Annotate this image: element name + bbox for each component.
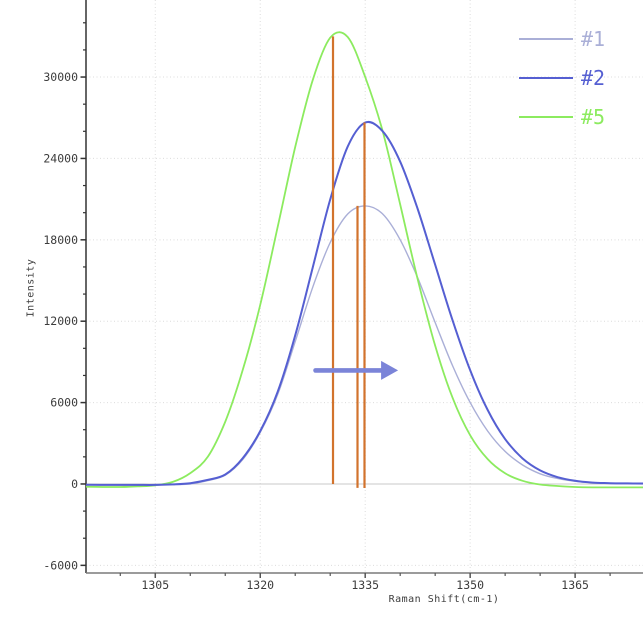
- y-tick-label: 12000: [43, 314, 78, 328]
- legend: #1 #2 #5: [519, 27, 605, 129]
- y-tick-label: 0: [71, 477, 78, 491]
- x-tick-label: 1350: [456, 578, 484, 592]
- shift-arrow-head: [381, 360, 399, 380]
- legend-label-5: #5: [581, 105, 605, 129]
- y-tick-label: 6000: [50, 396, 78, 410]
- x-tick-label: 1320: [246, 578, 274, 592]
- x-tick-label: 1305: [141, 578, 169, 592]
- ticks: -6000 0 6000 12000 18000 24000 30000 1305 1320 13…: [43, 22, 611, 592]
- legend-label-2: #2: [581, 66, 605, 90]
- annotations: [313, 36, 399, 489]
- y-tick-label: 24000: [43, 151, 78, 165]
- y-tick-label: -6000: [43, 558, 78, 572]
- x-tick-label: 1365: [561, 578, 589, 592]
- y-axis-title: Intensity: [25, 258, 37, 318]
- x-axis-title: Raman Shift(cm-1): [388, 594, 500, 605]
- series-line-5: [86, 31, 643, 489]
- x-tick-label: 1335: [351, 578, 379, 592]
- y-tick-label: 30000: [43, 70, 78, 84]
- y-tick-label: 18000: [43, 233, 78, 247]
- legend-label-1: #1: [581, 27, 605, 51]
